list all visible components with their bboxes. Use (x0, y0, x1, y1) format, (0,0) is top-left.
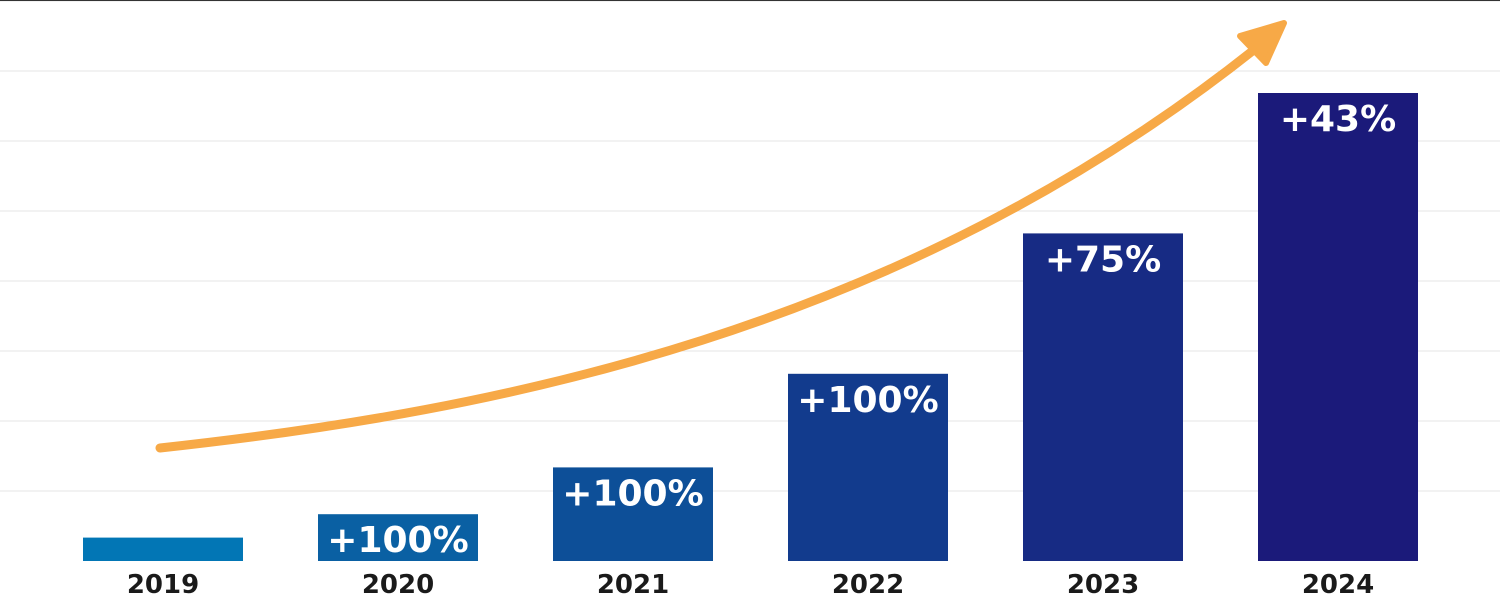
bars (83, 93, 1418, 561)
x-axis-tick-labels: 2019 2020 2021 2022 2023 2024 (127, 570, 1374, 600)
bar-value-label: +43% (1280, 99, 1396, 140)
bar-2019 (83, 537, 243, 561)
x-tick-label: 2019 (127, 570, 199, 600)
bar-2024 (1258, 93, 1418, 561)
bar-value-label: +100% (797, 380, 938, 421)
bar-value-label: +100% (327, 520, 468, 561)
x-tick-label: 2022 (832, 570, 904, 600)
x-tick-label: 2020 (362, 570, 434, 600)
bar-2020 (318, 514, 478, 561)
bar-value-labels: +100% +100% +100% +75% +43% (327, 99, 1396, 561)
x-tick-label: 2024 (1302, 570, 1374, 600)
bar-value-label: +75% (1045, 239, 1161, 280)
bar-2023 (1023, 233, 1183, 561)
bar-2021 (553, 467, 713, 561)
bar-value-label: +100% (562, 473, 703, 514)
trend-arrow-head (1237, 20, 1287, 66)
x-tick-label: 2021 (597, 570, 669, 600)
bar-2022 (788, 373, 948, 561)
x-tick-label: 2023 (1067, 570, 1139, 600)
trend-arrow-line (155, 44, 1260, 453)
grid-lines (0, 1, 1500, 492)
